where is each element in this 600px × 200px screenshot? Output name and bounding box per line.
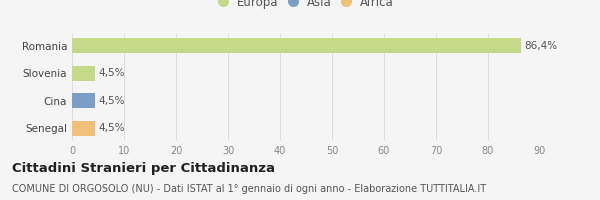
Text: COMUNE DI ORGOSOLO (NU) - Dati ISTAT al 1° gennaio di ogni anno - Elaborazione T: COMUNE DI ORGOSOLO (NU) - Dati ISTAT al …	[12, 184, 486, 194]
Text: 86,4%: 86,4%	[524, 41, 557, 51]
Bar	[72, 66, 95, 81]
Bar	[72, 121, 95, 136]
Text: 4,5%: 4,5%	[98, 68, 125, 78]
Text: 4,5%: 4,5%	[98, 123, 125, 133]
Legend: Europa, Asia, Africa: Europa, Asia, Africa	[216, 0, 396, 11]
Text: Cittadini Stranieri per Cittadinanza: Cittadini Stranieri per Cittadinanza	[12, 162, 275, 175]
Text: 4,5%: 4,5%	[98, 96, 125, 106]
Bar	[72, 38, 521, 53]
Bar	[72, 93, 95, 108]
